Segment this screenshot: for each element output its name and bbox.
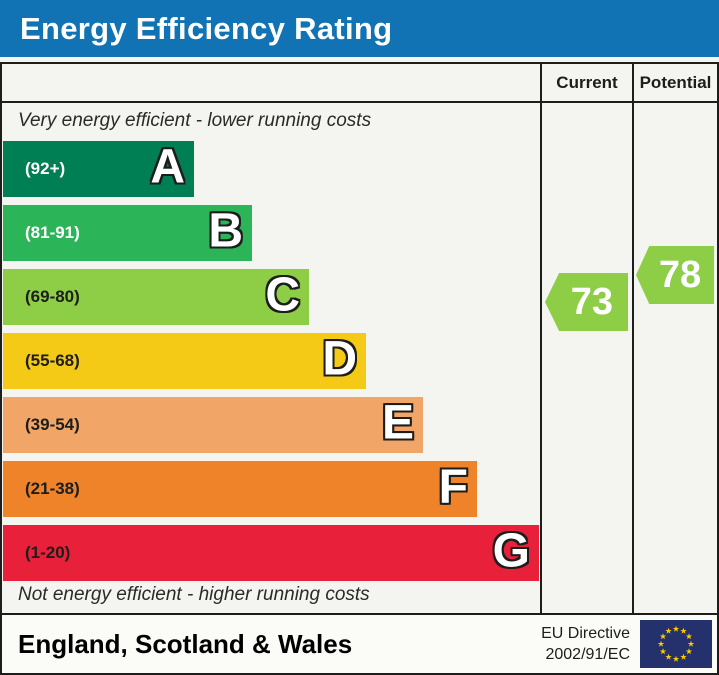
rating-table: Current Potential Very energy efficient …	[0, 62, 719, 615]
region-label: England, Scotland & Wales	[18, 628, 353, 659]
band-g-range: (1-20)	[25, 543, 71, 562]
band-e: (39-54) E	[3, 396, 423, 453]
band-f: (21-38) F	[3, 460, 477, 517]
rating-bands: (92+) A (81-91) B (69-80) C (55-68) D (3…	[3, 140, 539, 581]
band-d-letter: D	[322, 332, 357, 386]
column-header-potential: Potential	[639, 72, 712, 92]
title-bar: Energy Efficiency Rating	[0, 0, 719, 57]
band-a-range: (92+)	[25, 159, 66, 178]
band-b: (81-91) B	[3, 204, 252, 261]
potential-rating-arrow: 78	[636, 246, 714, 304]
eu-directive-line2: 2002/91/EC	[545, 646, 630, 663]
band-a-letter: A	[150, 140, 185, 194]
potential-rating-value: 78	[658, 253, 702, 296]
page-title: Energy Efficiency Rating	[20, 10, 393, 46]
eu-directive-line1: EU Directive	[541, 625, 630, 642]
bottom-note: Not energy efficient - higher running co…	[18, 584, 370, 605]
column-divider-current	[540, 64, 542, 613]
footer: England, Scotland & Wales EU Directive 2…	[0, 613, 719, 675]
header-divider	[2, 101, 717, 103]
band-c: (69-80) C	[3, 268, 309, 325]
column-header-current: Current	[556, 72, 618, 92]
eu-directive-label: EU Directive 2002/91/EC	[541, 623, 630, 665]
band-f-range: (21-38)	[25, 479, 80, 498]
band-b-letter: B	[208, 204, 243, 258]
current-rating-arrow: 73	[545, 273, 628, 331]
band-g: (1-20) G	[3, 524, 539, 581]
current-rating-value: 73	[570, 280, 614, 323]
top-note: Very energy efficient - lower running co…	[18, 110, 372, 131]
eu-flag-icon	[640, 620, 712, 668]
band-e-range: (39-54)	[25, 415, 80, 434]
band-b-range: (81-91)	[25, 223, 80, 242]
band-c-range: (69-80)	[25, 287, 80, 306]
band-g-letter: G	[492, 524, 530, 578]
column-divider-potential	[632, 64, 634, 613]
band-a: (92+) A	[3, 140, 194, 197]
band-f-letter: F	[438, 460, 468, 514]
band-e-letter: E	[381, 396, 414, 450]
band-d-range: (55-68)	[25, 351, 80, 370]
band-c-letter: C	[265, 268, 300, 322]
band-d: (55-68) D	[3, 332, 366, 389]
